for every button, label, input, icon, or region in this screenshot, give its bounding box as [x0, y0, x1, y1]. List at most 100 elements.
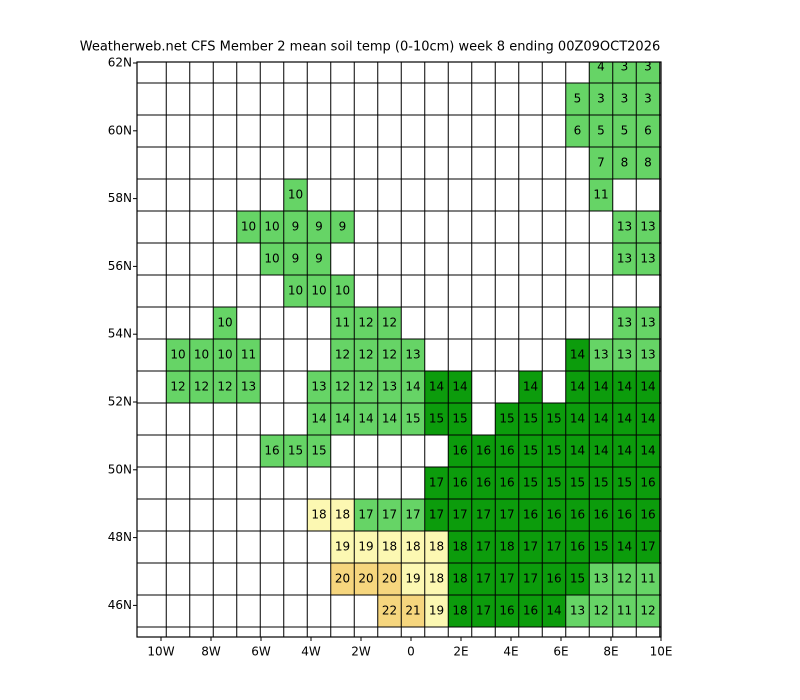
- cell-shade: [377, 307, 402, 339]
- cell-value: 14: [546, 604, 561, 618]
- cell-value: 16: [523, 604, 538, 618]
- cell-shade: [589, 339, 613, 371]
- cell-shade: [166, 371, 190, 403]
- cell-shade: [307, 275, 331, 307]
- cell-shade: [283, 211, 308, 243]
- cell-value: 15: [523, 444, 538, 458]
- cell-value: 18: [452, 540, 467, 554]
- cell-shade: [448, 531, 472, 563]
- cell-shade: [448, 499, 472, 531]
- cell-shade: [307, 371, 331, 403]
- cell-value: 14: [335, 412, 350, 426]
- cell-shade: [166, 339, 190, 371]
- cell-shade: [636, 339, 660, 371]
- cell-value: 16: [499, 476, 514, 490]
- cell-shade: [565, 499, 590, 531]
- lon-label: 4W: [301, 645, 321, 659]
- cell-shade: [518, 595, 543, 627]
- cell-value: 16: [570, 508, 585, 522]
- cell-value: 14: [452, 380, 467, 394]
- lat-label: 48N: [108, 530, 132, 544]
- cell-shade: [495, 531, 519, 563]
- cell-value: 12: [335, 348, 350, 362]
- cell-value: 14: [358, 412, 373, 426]
- cell-shade: [589, 563, 613, 595]
- lon-label: 10W: [147, 645, 174, 659]
- lon-label: 2W: [351, 645, 371, 659]
- cell-value: 5: [574, 92, 582, 106]
- cell-shade: [636, 467, 660, 499]
- cell-shade: [377, 563, 402, 595]
- cell-shade: [260, 211, 284, 243]
- lon-label: 10E: [650, 645, 673, 659]
- cell-value: 20: [358, 572, 373, 586]
- cell-value: 11: [335, 316, 350, 330]
- cell-shade: [448, 467, 472, 499]
- cell-value: 17: [452, 508, 467, 522]
- cell-shade: [377, 531, 402, 563]
- cell-value: 13: [311, 380, 326, 394]
- cell-value: 16: [499, 444, 514, 458]
- cell-shade: [612, 307, 637, 339]
- cell-value: 15: [523, 412, 538, 426]
- cell-shade: [401, 595, 425, 627]
- cell-shade: [236, 371, 261, 403]
- cell-value: 18: [382, 540, 397, 554]
- cell-value: 13: [570, 604, 585, 618]
- cell-shade: [612, 531, 637, 563]
- cell-value: 3: [597, 92, 605, 106]
- cell-shade: [612, 62, 637, 83]
- cell-value: 3: [621, 92, 629, 106]
- cell-value: 12: [194, 380, 209, 394]
- cell-value: 17: [476, 572, 491, 586]
- cell-shade: [495, 467, 519, 499]
- cell-value: 14: [570, 348, 585, 362]
- cell-value: 18: [429, 540, 444, 554]
- cell-shade: [636, 83, 660, 115]
- cell-value: 14: [640, 444, 655, 458]
- cell-value: 10: [288, 188, 303, 202]
- cell-value: 17: [546, 540, 561, 554]
- cell-value: 14: [382, 412, 397, 426]
- cell-shade: [589, 371, 613, 403]
- cell-shade: [424, 371, 449, 403]
- cell-shade: [565, 371, 590, 403]
- cell-value: 14: [640, 412, 655, 426]
- cell-shade: [495, 563, 519, 595]
- cell-value: 19: [335, 540, 350, 554]
- cell-shade: [401, 371, 425, 403]
- cell-shade: [377, 371, 402, 403]
- lat-label: 52N: [108, 395, 132, 409]
- cell-value: 14: [405, 380, 420, 394]
- cell-shade: [330, 563, 355, 595]
- cell-shade: [213, 339, 237, 371]
- cell-value: 12: [617, 572, 632, 586]
- cell-value: 10: [194, 348, 209, 362]
- cell-shade: [612, 115, 637, 147]
- cell-value: 15: [546, 412, 561, 426]
- map-frame: [136, 61, 662, 638]
- cell-value: 18: [429, 572, 444, 586]
- cell-shade: [236, 211, 261, 243]
- cell-shade: [589, 62, 613, 83]
- cell-value: 16: [546, 572, 561, 586]
- cell-value: 9: [292, 252, 300, 266]
- cell-value: 17: [358, 508, 373, 522]
- cell-value: 16: [593, 508, 608, 522]
- cell-shade: [636, 147, 660, 179]
- lat-label: 58N: [108, 191, 132, 205]
- cell-shade: [354, 339, 378, 371]
- cell-shade: [307, 435, 331, 467]
- cell-value: 12: [358, 316, 373, 330]
- cell-shade: [612, 147, 637, 179]
- cell-value: 16: [640, 508, 655, 522]
- cell-shade: [354, 563, 378, 595]
- cell-shade: [565, 595, 590, 627]
- cell-shade: [330, 275, 355, 307]
- cell-shade: [448, 435, 472, 467]
- lat-label: 50N: [108, 462, 132, 476]
- cell-shade: [542, 403, 566, 435]
- cell-value: 18: [311, 508, 326, 522]
- cell-shade: [612, 83, 637, 115]
- lon-label: 0: [407, 645, 415, 659]
